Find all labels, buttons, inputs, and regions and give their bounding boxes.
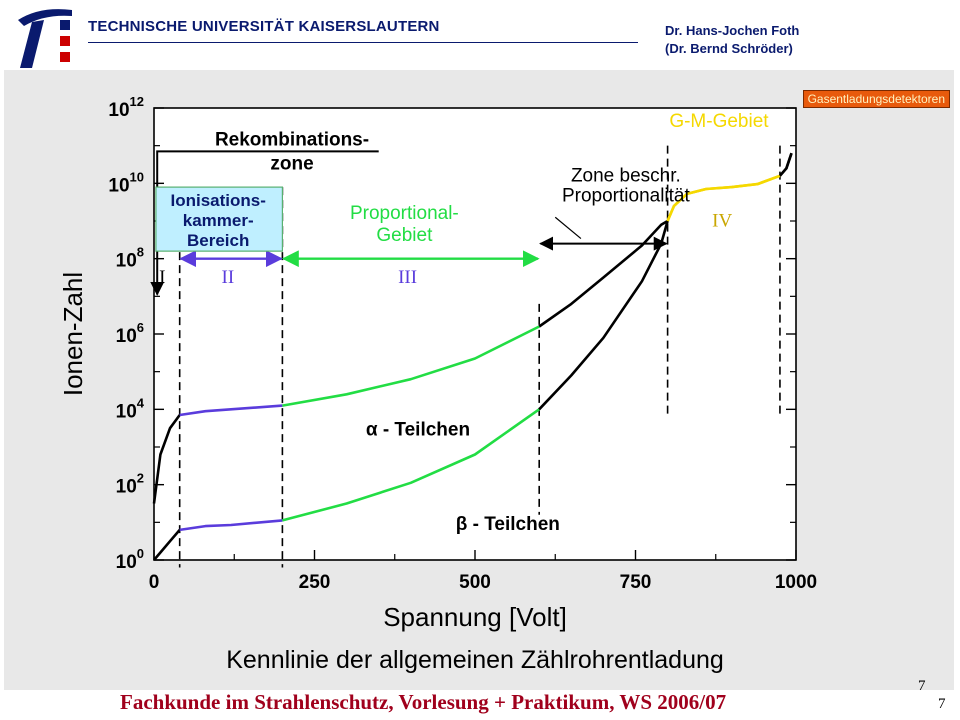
y-tick-label: 102 [116, 471, 144, 498]
y-tick-exponent: 12 [130, 94, 144, 109]
region-ii-label: Ionisations- [170, 191, 265, 210]
university-logo [18, 9, 72, 68]
series-beta-label: β - Teilchen [456, 514, 560, 535]
series-1-segment [666, 174, 781, 222]
y-tick-base: 10 [116, 401, 137, 422]
y-tick-label: 100 [116, 546, 144, 573]
series-0-segment [538, 219, 669, 328]
y-tick-base: 10 [116, 251, 137, 272]
series-1-segment [282, 408, 540, 522]
header-divider [88, 42, 638, 43]
page-number: 7 [918, 678, 926, 694]
region-zone-label: Proportionalität [562, 185, 691, 206]
region-numeral: I [159, 267, 165, 288]
region-i-label: Rekombinations- [215, 130, 369, 151]
series-1-segment [778, 152, 793, 177]
y-axis-title: Ionen-Zahl [58, 272, 88, 396]
chart-title: Kennlinie der allgemeinen Zählrohrentlad… [226, 646, 724, 674]
y-tick-exponent: 4 [137, 395, 145, 410]
y-tick-base: 10 [116, 326, 137, 347]
x-tick-label: 1000 [775, 572, 817, 593]
y-tick-base: 10 [108, 100, 129, 121]
region-zone-label: Zone beschr. [571, 165, 681, 186]
region-numeral: II [222, 267, 235, 288]
y-tick-label: 108 [116, 245, 144, 272]
y-tick-label: 104 [116, 395, 145, 422]
y-tick-exponent: 10 [130, 169, 144, 184]
course-footer: Fachkunde im Strahlenschutz, Vorlesung +… [120, 690, 727, 714]
y-tick-label: 106 [116, 320, 144, 347]
region-iv-label: G-M-Gebiet [669, 111, 769, 132]
region-ii-label: kammer- [183, 211, 254, 230]
region-i-label: zone [270, 154, 313, 175]
y-tick-label: 1010 [108, 169, 144, 196]
y-tick-exponent: 8 [137, 245, 144, 260]
region-numeral: IV [712, 211, 732, 232]
ionisation-box [155, 186, 284, 252]
y-tick-exponent: 6 [137, 320, 144, 335]
university-name: TECHNISCHE UNIVERSITÄT KAISERSLAUTERN [88, 18, 440, 35]
series-1-segment [179, 519, 283, 532]
region-numeral: III [398, 267, 417, 288]
series-alpha-label: α - Teilchen [366, 420, 470, 441]
x-axis-title: Spannung [Volt] [383, 602, 567, 632]
topic-badge: Gasentladungsdetektoren [802, 90, 950, 108]
series-1-segment [153, 529, 181, 561]
author-info: Dr. Hans-Jochen Foth (Dr. Bernd Schröder… [665, 22, 799, 58]
y-tick-exponent: 2 [137, 471, 144, 486]
author-name: Dr. Hans-Jochen Foth [665, 23, 800, 38]
y-tick-base: 10 [116, 477, 137, 498]
author-note: (Dr. Bernd Schröder) [665, 41, 793, 56]
series-0-segment [152, 414, 181, 504]
region-iii-label: Proportional- [350, 203, 459, 224]
y-tick-exponent: 0 [137, 546, 144, 561]
x-tick-label: 0 [149, 572, 160, 593]
plot-area [154, 108, 796, 560]
region-ii-label: Bereich [187, 231, 249, 250]
x-tick-label: 750 [620, 572, 652, 593]
y-tick-label: 1012 [108, 94, 144, 121]
series-0-segment [179, 404, 283, 417]
y-tick-base: 10 [116, 552, 137, 573]
series-0-segment [282, 325, 540, 407]
x-tick-label: 250 [299, 572, 331, 593]
zone-pointer-line [554, 216, 582, 240]
region-iii-label: Gebiet [376, 225, 433, 246]
x-tick-label: 500 [459, 572, 491, 593]
page-number-secondary: 7 [938, 696, 946, 712]
y-tick-base: 10 [108, 175, 129, 196]
